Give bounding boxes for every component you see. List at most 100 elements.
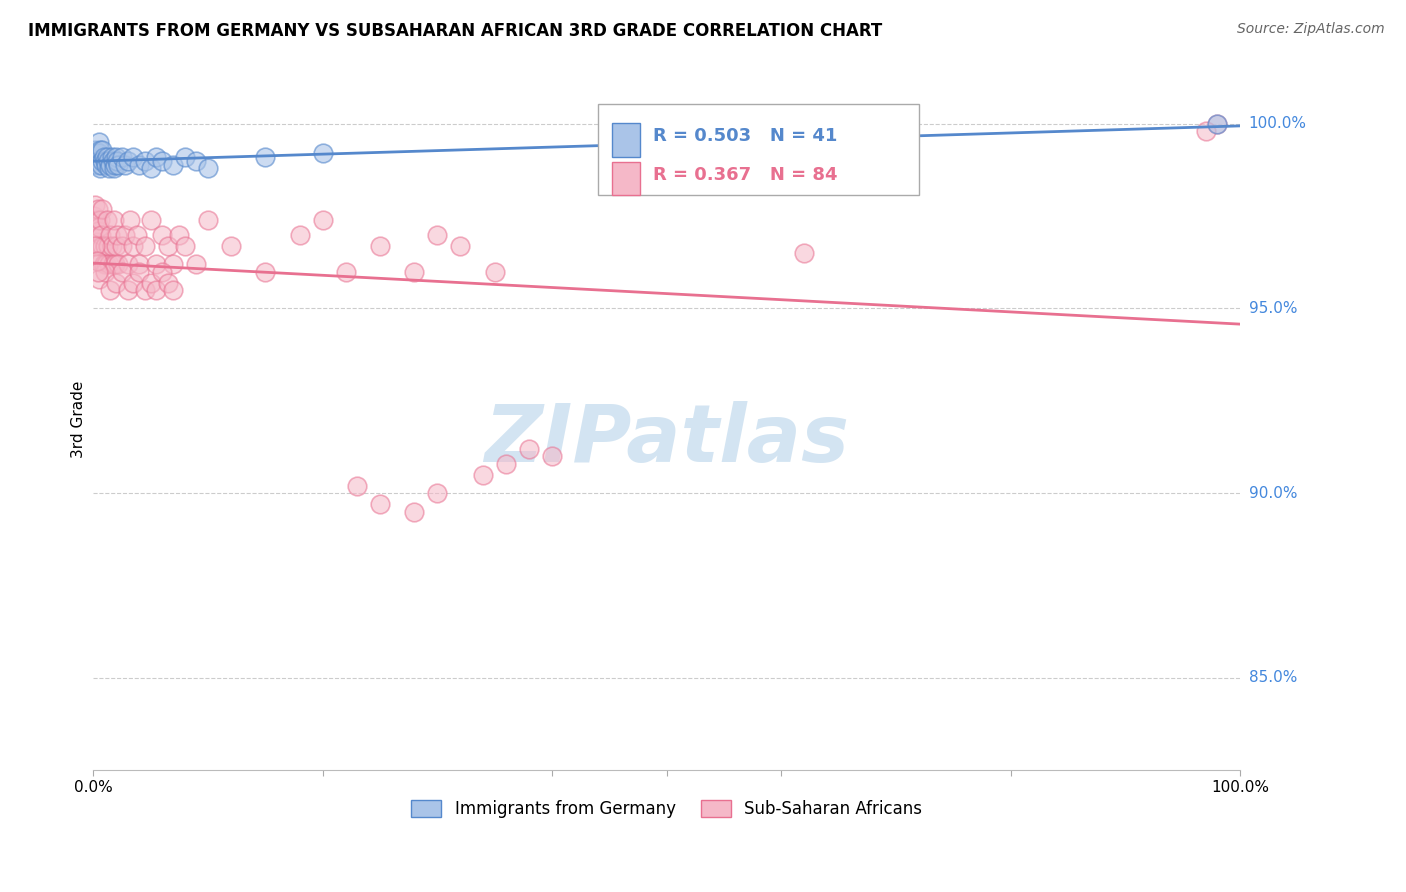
Point [103, 213, 125, 227]
Point [1206, 117, 1229, 131]
Point [104, 157, 127, 171]
Point [105, 276, 128, 290]
Point [87, 264, 110, 278]
Point [89, 161, 111, 176]
Point [84, 238, 107, 252]
Point [117, 257, 139, 271]
Point [517, 442, 540, 456]
Point [828, 131, 851, 145]
Point [111, 150, 134, 164]
Point [93, 150, 115, 164]
Point [162, 257, 184, 271]
Point [87, 202, 110, 216]
Text: 100.0%: 100.0% [1249, 116, 1306, 131]
Point [87, 272, 110, 286]
Point [107, 257, 129, 271]
Point [111, 264, 134, 278]
Point [103, 161, 125, 176]
Point [100, 238, 122, 252]
Point [107, 157, 129, 171]
Text: 85.0%: 85.0% [1249, 670, 1296, 685]
Point [484, 264, 506, 278]
Point [117, 153, 139, 168]
Point [87, 136, 110, 150]
Point [150, 264, 173, 278]
Text: 90.0%: 90.0% [1249, 485, 1298, 500]
Point [83, 209, 105, 223]
Point [93, 238, 115, 252]
Point [90, 227, 112, 242]
Point [254, 150, 277, 164]
Point [311, 213, 333, 227]
Point [167, 227, 190, 242]
Point [156, 238, 179, 252]
Point [87, 253, 110, 268]
Point [174, 150, 197, 164]
Point [368, 238, 391, 252]
Point [128, 264, 150, 278]
Point [162, 157, 184, 171]
Point [186, 257, 208, 271]
Point [91, 238, 114, 252]
Point [86, 153, 108, 168]
Point [219, 238, 242, 252]
Point [105, 150, 128, 164]
Point [145, 257, 167, 271]
Point [449, 238, 471, 252]
Point [105, 227, 128, 242]
Point [139, 276, 162, 290]
Point [104, 257, 127, 271]
Point [111, 238, 134, 252]
Point [100, 227, 122, 242]
Point [91, 143, 114, 157]
Point [94, 157, 117, 171]
Point [90, 253, 112, 268]
Point [122, 276, 145, 290]
Point [128, 157, 150, 171]
Point [118, 213, 141, 227]
Point [150, 227, 173, 242]
Point [346, 479, 368, 493]
Point [145, 150, 167, 164]
Point [93, 257, 115, 271]
Point [311, 146, 333, 161]
Point [105, 238, 128, 252]
Point [150, 153, 173, 168]
Point [90, 157, 112, 171]
Point [174, 238, 197, 252]
Point [128, 257, 150, 271]
Point [100, 283, 122, 297]
Point [89, 213, 111, 227]
Point [105, 153, 128, 168]
Point [134, 238, 156, 252]
Point [84, 198, 107, 212]
Point [139, 161, 162, 176]
Point [404, 504, 426, 518]
Legend: Immigrants from Germany, Sub-Saharan Africans: Immigrants from Germany, Sub-Saharan Afr… [405, 793, 929, 825]
Point [134, 153, 156, 168]
Text: 95.0%: 95.0% [1249, 301, 1298, 316]
Point [100, 150, 122, 164]
Point [86, 213, 108, 227]
Text: ZIPatlas: ZIPatlas [484, 401, 849, 479]
Point [101, 257, 124, 271]
Text: Source: ZipAtlas.com: Source: ZipAtlas.com [1237, 22, 1385, 37]
Point [134, 283, 156, 297]
Point [114, 157, 136, 171]
Point [101, 153, 124, 168]
Point [89, 143, 111, 157]
Point [87, 146, 110, 161]
Text: IMMIGRANTS FROM GERMANY VS SUBSAHARAN AFRICAN 3RD GRADE CORRELATION CHART: IMMIGRANTS FROM GERMANY VS SUBSAHARAN AF… [28, 22, 883, 40]
Point [426, 486, 449, 500]
Point [87, 224, 110, 238]
Point [156, 276, 179, 290]
Point [87, 220, 110, 235]
Point [122, 150, 145, 164]
Point [495, 457, 517, 471]
Y-axis label: 3rd Grade: 3rd Grade [72, 381, 86, 458]
Point [97, 153, 120, 168]
Point [197, 161, 219, 176]
Point [93, 264, 115, 278]
FancyBboxPatch shape [612, 123, 640, 157]
Point [91, 202, 114, 216]
